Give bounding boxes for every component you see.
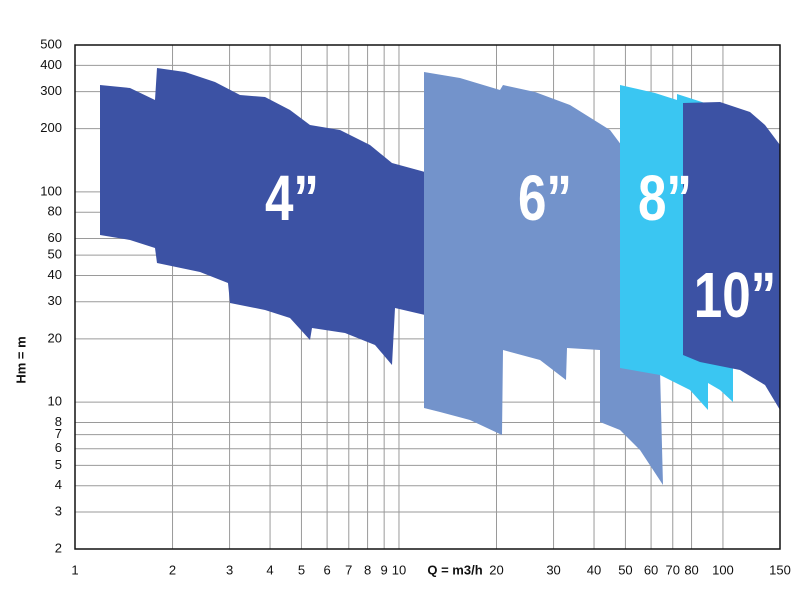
y-tick-label: 60 [48,230,62,245]
range-10 [683,102,780,410]
x-tick-label: 60 [644,562,658,577]
x-tick-label: 50 [618,562,632,577]
x-tick-label: 100 [712,562,734,577]
series-label: 6” [518,164,572,235]
series-label: 10” [694,261,777,332]
x-tick-label: 80 [684,562,698,577]
y-tick-label: 6 [55,440,62,455]
x-tick-label: 5 [298,562,305,577]
x-tick-label: 150 [769,562,791,577]
x-tick-label: 10 [392,562,406,577]
y-tick-label: 8 [55,414,62,429]
y-tick-label: 200 [40,120,62,135]
y-tick-label: 4 [55,477,62,492]
y-axis-label: Hm = m [13,336,28,383]
series-label: 4” [265,164,319,235]
x-tick-label: 70 [666,562,680,577]
range-4 [100,68,425,365]
x-tick-label: 1 [71,562,78,577]
y-tick-label: 400 [40,57,62,72]
y-tick-label: 100 [40,183,62,198]
range-6 [424,72,663,485]
x-tick-label: 20 [489,562,503,577]
x-tick-label: 9 [381,562,388,577]
x-tick-label: 8 [364,562,371,577]
y-tick-label: 50 [48,247,62,262]
plot-frame [74,44,781,550]
y-tick-label: 300 [40,83,62,98]
y-tick-label: 10 [48,394,62,409]
y-tick-label: 2 [55,540,62,555]
x-tick-label: 3 [226,562,233,577]
x-tick-label: 7 [345,562,352,577]
y-tick-label: 7 [55,426,62,441]
x-tick-label: 4 [266,562,273,577]
x-tick-label: 6 [323,562,330,577]
y-tick-label: 3 [55,503,62,518]
y-tick-label: 80 [48,204,62,219]
y-tick-label: 5 [55,457,62,472]
x-axis-label: Q = m3/h [427,562,482,577]
y-tick-label: 20 [48,330,62,345]
y-tick-label: 500 [40,36,62,51]
series-label: 8” [638,164,692,235]
x-tick-label: 30 [546,562,560,577]
x-tick-label: 2 [169,562,176,577]
y-tick-label: 30 [48,293,62,308]
x-tick-label: 40 [587,562,601,577]
y-tick-label: 40 [48,267,62,282]
